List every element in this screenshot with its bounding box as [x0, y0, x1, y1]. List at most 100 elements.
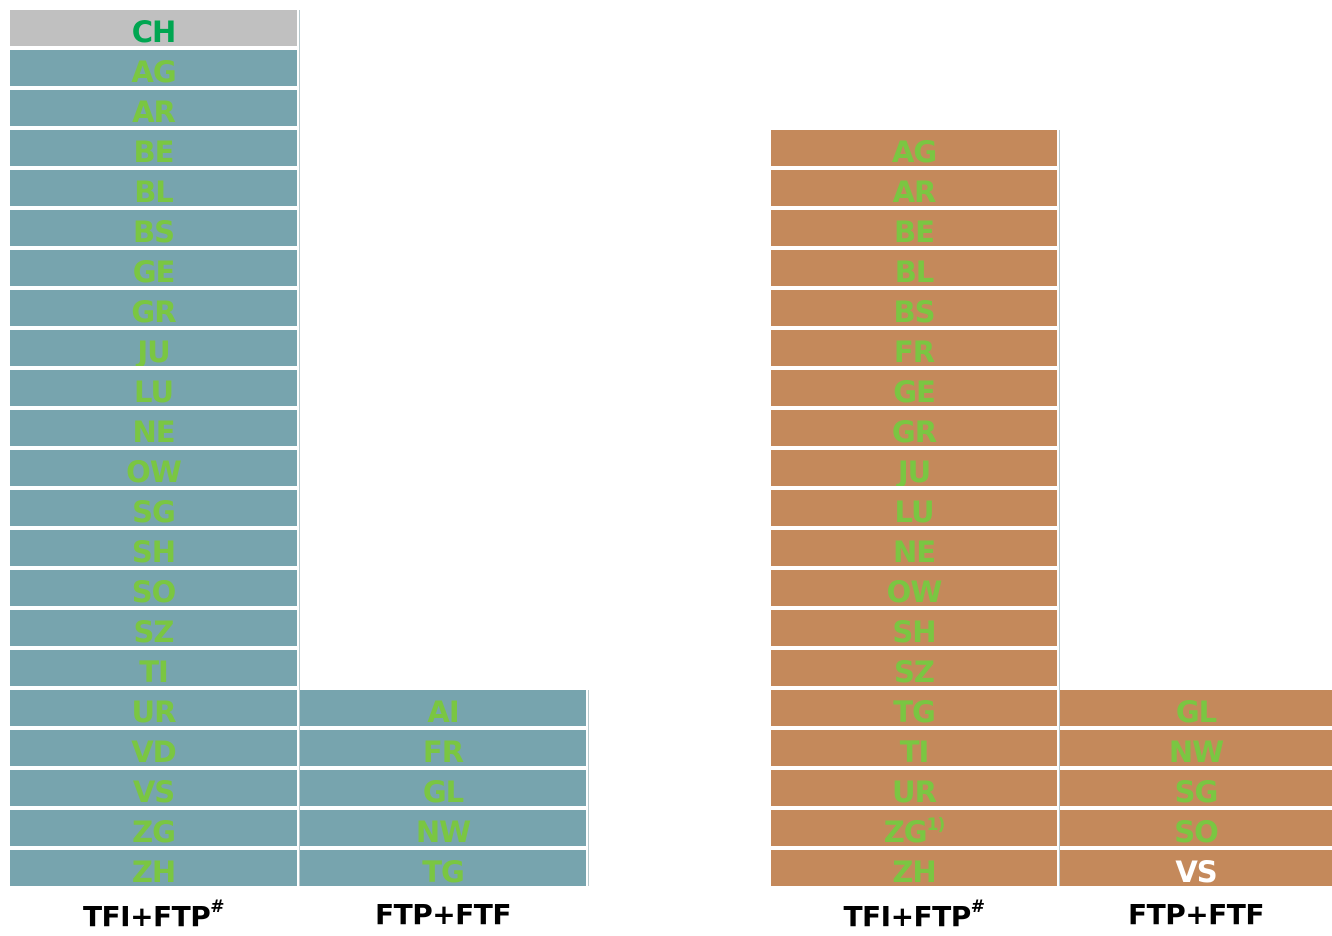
canton-label: GL — [422, 775, 464, 806]
canton-cell: ZH — [10, 850, 297, 886]
canton-cell: ZG1) — [771, 810, 1057, 846]
canton-label: TG — [422, 855, 465, 886]
canton-cell: NE — [10, 410, 297, 446]
right-tfi-ftp-label: TFI+FTP# — [843, 896, 985, 933]
canton-cell: UR — [771, 770, 1057, 806]
canton-label: NW — [1168, 735, 1224, 766]
right-ftp-ftf-label: FTP+FTF — [1127, 898, 1265, 931]
canton-label: GL — [1175, 695, 1217, 726]
canton-cell: OW — [10, 450, 297, 486]
left-tfi-ftp-label: TFI+FTP# — [82, 896, 225, 933]
canton-label: SG — [132, 495, 176, 526]
canton-label: GE — [893, 375, 936, 406]
canton-cell: AR — [771, 170, 1057, 206]
canton-cell: VD — [10, 730, 297, 766]
canton-cell: BS — [10, 210, 297, 246]
column-separator — [588, 690, 589, 886]
canton-cell: JU — [10, 330, 297, 366]
canton-label: BE — [133, 135, 175, 166]
left-ftp-ftf-label: FTP+FTF — [374, 898, 512, 931]
canton-cell: LU — [771, 490, 1057, 526]
canton-cell: AG — [10, 50, 297, 86]
canton-label: SH — [892, 615, 936, 646]
canton-label: AR — [132, 95, 176, 126]
canton-cell: FR — [771, 330, 1057, 366]
column-separator — [1059, 130, 1060, 886]
canton-cell: ZH — [771, 850, 1057, 886]
canton-label: AI — [427, 695, 459, 726]
canton-cell: AG — [771, 130, 1057, 166]
canton-label: VS — [132, 775, 175, 806]
canton-label: BS — [133, 215, 175, 246]
canton-cell: VS — [1060, 850, 1332, 886]
canton-label: UR — [892, 775, 937, 806]
canton-label: ZH — [892, 855, 936, 886]
canton-cell: GL — [300, 770, 586, 806]
canton-header-cell: CH — [10, 10, 297, 46]
canton-label: NE — [132, 415, 175, 446]
canton-label: OW — [886, 575, 943, 606]
canton-cell: GR — [10, 290, 297, 326]
canton-cell: SZ — [771, 650, 1057, 686]
canton-cell: TG — [771, 690, 1057, 726]
canton-label: LU — [894, 495, 935, 526]
canton-label: AG — [891, 135, 937, 166]
canton-label: NW — [415, 815, 471, 846]
canton-label: SO — [131, 575, 177, 606]
canton-label: SG — [1174, 775, 1219, 806]
canton-label: FR — [422, 735, 464, 766]
canton-cell: BL — [771, 250, 1057, 286]
canton-cell: GR — [771, 410, 1057, 446]
canton-cell: OW — [771, 570, 1057, 606]
canton-cell: SG — [1060, 770, 1332, 806]
canton-cell: VS — [10, 770, 297, 806]
canton-label: AR — [892, 175, 937, 206]
canton-cell: NW — [1060, 730, 1332, 766]
canton-label: TI — [899, 735, 930, 766]
canton-cell: AR — [10, 90, 297, 126]
canton-cell: BE — [10, 130, 297, 166]
canton-cell: GE — [10, 250, 297, 286]
canton-cell: NW — [300, 810, 586, 846]
canton-cell: SZ — [10, 610, 297, 646]
canton-label: AG — [131, 55, 176, 86]
canton-label: OW — [126, 455, 182, 486]
canton-label: TG — [893, 695, 936, 726]
canton-label: VS — [1175, 855, 1217, 886]
canton-label: SH — [131, 535, 176, 566]
canton-cell: LU — [10, 370, 297, 406]
canton-label: UR — [131, 695, 177, 726]
canton-label: ZH — [131, 855, 176, 886]
canton-label: NE — [892, 535, 936, 566]
canton-label: GR — [131, 295, 176, 326]
column-separator — [299, 10, 300, 886]
canton-label: LU — [134, 375, 174, 406]
canton-label: JU — [897, 455, 931, 486]
canton-label: SO — [1174, 815, 1219, 846]
canton-cell: AI — [300, 690, 586, 726]
canton-label: ZG — [883, 815, 928, 846]
footnote-marker: 1) — [926, 815, 946, 835]
canton-label: BE — [894, 215, 935, 246]
canton-label: BL — [894, 255, 935, 286]
canton-cell: TI — [771, 730, 1057, 766]
canton-label: SZ — [894, 655, 935, 686]
canton-cell: BS — [771, 290, 1057, 326]
canton-cell: TI — [10, 650, 297, 686]
canton-cell: SH — [10, 530, 297, 566]
canton-cell: BL — [10, 170, 297, 206]
canton-label: BS — [893, 295, 936, 326]
canton-label: FR — [893, 335, 935, 366]
canton-cell: TG — [300, 850, 586, 886]
canton-label: GE — [132, 255, 176, 286]
canton-cell: SG — [10, 490, 297, 526]
canton-cell: NE — [771, 530, 1057, 566]
canton-cell: ZG — [10, 810, 297, 846]
canton-label: ZG — [132, 815, 176, 846]
canton-label: VD — [131, 735, 177, 766]
canton-cell: FR — [300, 730, 586, 766]
canton-header-label: CH — [131, 15, 177, 46]
canton-label: JU — [137, 335, 170, 366]
canton-cell: BE — [771, 210, 1057, 246]
canton-label: BL — [134, 175, 174, 206]
